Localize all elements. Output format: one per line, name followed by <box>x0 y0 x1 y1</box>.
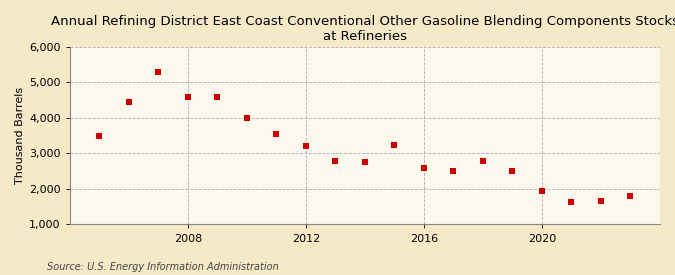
Point <box>595 199 606 204</box>
Title: Annual Refining District East Coast Conventional Other Gasoline Blending Compone: Annual Refining District East Coast Conv… <box>51 15 675 43</box>
Text: Source: U.S. Energy Information Administration: Source: U.S. Energy Information Administ… <box>47 262 279 272</box>
Point <box>537 189 547 193</box>
Point <box>300 144 311 148</box>
Y-axis label: Thousand Barrels: Thousand Barrels <box>15 87 25 184</box>
Point <box>153 70 164 74</box>
Point <box>182 94 193 99</box>
Point <box>477 158 488 163</box>
Point <box>94 133 105 138</box>
Point <box>360 160 371 164</box>
Point <box>212 94 223 99</box>
Point <box>448 169 459 174</box>
Point <box>271 132 281 136</box>
Point <box>124 100 134 104</box>
Point <box>507 169 518 174</box>
Point <box>330 158 341 163</box>
Point <box>566 200 577 205</box>
Point <box>389 142 400 147</box>
Point <box>625 194 636 198</box>
Point <box>418 166 429 170</box>
Point <box>242 116 252 120</box>
